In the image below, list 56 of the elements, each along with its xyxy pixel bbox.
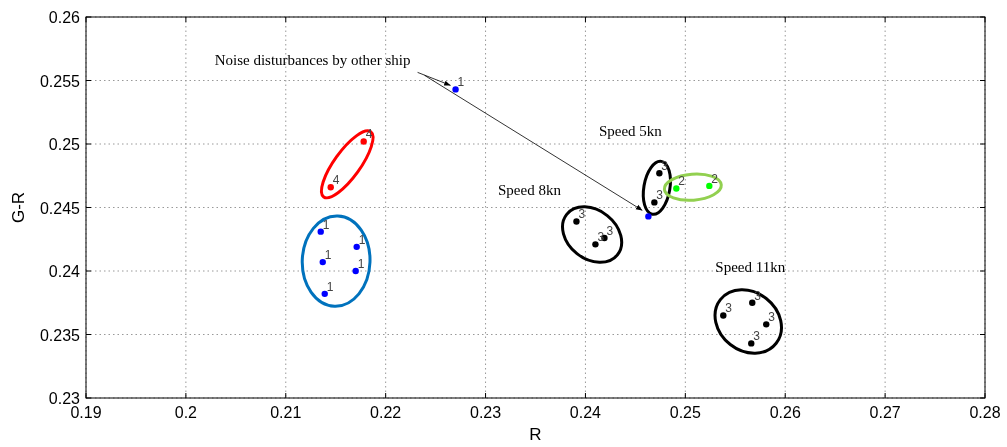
- point: [327, 183, 334, 191]
- point: [573, 218, 580, 225]
- x-tick-label: 0.23: [469, 404, 502, 421]
- y-tick-label: 0.235: [39, 326, 81, 344]
- annotation: 1: [326, 279, 334, 294]
- annotation: 3: [656, 188, 664, 203]
- annotation: Speed 11kn: [715, 259, 786, 276]
- x-tick-label: 0.21: [270, 404, 302, 421]
- point: [651, 199, 658, 206]
- x-tick-label: 0.25: [669, 404, 702, 421]
- point: [452, 86, 459, 93]
- annotation: Noise disturbances by other ship: [214, 52, 411, 69]
- x-tick-label: 0.22: [370, 404, 402, 421]
- x-tick-label: 0.27: [869, 404, 901, 421]
- x-tick-label: 0.2: [174, 404, 198, 421]
- x-tick-label: 0.19: [70, 404, 102, 421]
- annotation: Speed 8kn: [498, 181, 562, 198]
- y-tick-label: 0.26: [48, 9, 81, 26]
- point: [352, 267, 359, 275]
- point: [748, 340, 755, 347]
- y-tick-label: 0.25: [48, 136, 81, 153]
- y-tick-label: 0.23: [48, 390, 81, 407]
- x-tick-label: 0.28: [969, 404, 1001, 421]
- annotation: Speed 5kn: [598, 123, 663, 140]
- annotation: 3: [768, 310, 776, 325]
- point: [317, 228, 324, 235]
- annotation: 4: [332, 173, 340, 188]
- point: [645, 213, 652, 220]
- x-tick-label: 0.24: [569, 404, 602, 421]
- annotation: 1: [324, 248, 332, 263]
- point: [749, 299, 756, 306]
- annotation: 1: [322, 217, 330, 232]
- point: [592, 241, 599, 248]
- point: [656, 170, 663, 177]
- annotation: 2: [678, 174, 686, 189]
- annotation: 3: [753, 329, 761, 344]
- point: [673, 185, 680, 192]
- annotation: 1: [357, 257, 365, 271]
- y-tick-label: 0.245: [39, 199, 81, 217]
- x-axis-title: R: [529, 425, 542, 444]
- point: [360, 138, 367, 145]
- annotation: 1: [358, 232, 366, 247]
- y-axis-title: G-R: [9, 191, 28, 224]
- x-tick-label: 0.26: [769, 404, 801, 421]
- point: [321, 290, 328, 298]
- point: [319, 258, 326, 266]
- annotation: 3: [578, 207, 586, 222]
- point: [763, 321, 770, 328]
- annotation: 3: [606, 223, 614, 238]
- point: [353, 243, 360, 251]
- y-tick-label: 0.24: [48, 263, 81, 280]
- point: [720, 312, 727, 319]
- annotation: 1: [457, 75, 465, 90]
- y-tick-label: 0.255: [39, 72, 81, 90]
- point: [706, 182, 713, 190]
- annotation: 3: [725, 301, 733, 316]
